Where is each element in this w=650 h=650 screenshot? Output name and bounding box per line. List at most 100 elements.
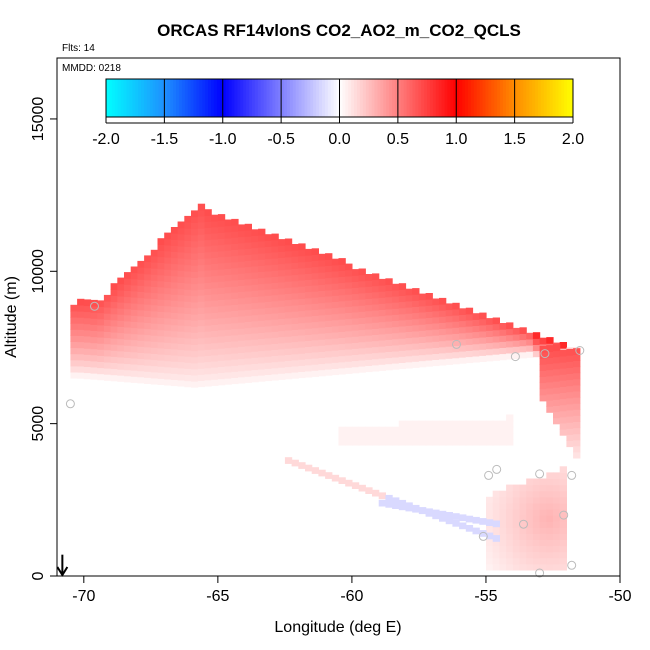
heatmap-cell bbox=[385, 296, 393, 304]
heatmap-cell bbox=[378, 297, 386, 304]
heatmap-cell bbox=[425, 438, 433, 446]
heatmap-cell bbox=[305, 303, 313, 311]
heatmap-cell bbox=[539, 527, 547, 534]
heatmap-cell bbox=[512, 563, 521, 571]
heatmap-cell bbox=[486, 330, 494, 337]
heatmap-cell bbox=[144, 279, 152, 287]
heatmap-cell bbox=[519, 496, 527, 504]
heatmap-cell bbox=[305, 309, 313, 317]
heatmap-cell bbox=[197, 362, 206, 369]
colorbar-swatch bbox=[240, 79, 244, 117]
heatmap-cell bbox=[311, 266, 319, 274]
heatmap-cell bbox=[398, 503, 407, 511]
heatmap-cell bbox=[532, 527, 541, 534]
heatmap-cell bbox=[284, 311, 293, 319]
colorbar-swatch bbox=[380, 79, 384, 117]
heatmap-cell bbox=[238, 297, 246, 305]
heatmap-cell bbox=[251, 308, 259, 316]
heatmap-cell bbox=[372, 340, 380, 348]
heatmap-cell bbox=[150, 335, 159, 342]
heatmap-cell bbox=[506, 438, 514, 446]
heatmap-cell bbox=[532, 533, 541, 540]
heatmap-cell bbox=[271, 319, 279, 326]
heatmap-cell bbox=[492, 557, 500, 565]
heatmap-cell bbox=[546, 496, 554, 504]
heatmap-cell bbox=[479, 324, 487, 332]
heatmap-cell bbox=[559, 466, 567, 473]
heatmap-cell bbox=[124, 339, 132, 346]
heatmap-cell bbox=[311, 345, 319, 353]
heatmap-cell bbox=[338, 264, 346, 271]
heatmap-cell bbox=[291, 341, 299, 349]
heatmap-cell bbox=[318, 351, 326, 358]
heatmap-cell bbox=[70, 347, 78, 355]
heatmap-cell bbox=[291, 250, 299, 257]
heatmap-cell bbox=[499, 527, 507, 534]
heatmap-cell bbox=[526, 351, 534, 358]
heatmap-cell bbox=[459, 308, 467, 315]
heatmap-cell bbox=[211, 232, 219, 240]
colorbar-swatch bbox=[403, 79, 408, 117]
heatmap-cell bbox=[479, 349, 487, 356]
heatmap-cell bbox=[345, 306, 353, 313]
heatmap-cell bbox=[284, 336, 293, 343]
heatmap-cell bbox=[539, 502, 547, 510]
heatmap-cell bbox=[157, 311, 165, 318]
heatmap-cell bbox=[110, 307, 118, 315]
heatmap-cell bbox=[398, 325, 407, 333]
x-tick-label: -55 bbox=[474, 588, 497, 605]
heatmap-cell bbox=[231, 353, 239, 360]
heatmap-cell bbox=[492, 563, 500, 571]
heatmap-cell bbox=[452, 426, 460, 434]
heatmap-cell bbox=[224, 329, 232, 336]
colorbar-swatch bbox=[564, 79, 568, 117]
observation-point bbox=[452, 339, 461, 349]
heatmap-cell bbox=[452, 432, 460, 440]
heatmap-cell bbox=[224, 286, 232, 294]
heatmap-cell bbox=[465, 525, 474, 532]
heatmap-cell bbox=[83, 335, 92, 343]
colorbar-swatch bbox=[141, 79, 145, 117]
heatmap-cell bbox=[526, 484, 534, 492]
heatmap-cell bbox=[197, 240, 206, 247]
heatmap-cell bbox=[573, 366, 581, 374]
heatmap-cell bbox=[211, 324, 219, 331]
heatmap-cell bbox=[278, 312, 286, 319]
heatmap-cell bbox=[499, 353, 507, 361]
heatmap-cell bbox=[479, 343, 487, 350]
colorbar-swatch bbox=[310, 79, 314, 117]
colorbar-swatch bbox=[184, 79, 189, 117]
heatmap-cell bbox=[459, 326, 467, 334]
heatmap-cell bbox=[331, 319, 340, 327]
heatmap-cell bbox=[204, 361, 212, 369]
heatmap-cell bbox=[244, 248, 252, 255]
heatmap-cell bbox=[465, 344, 474, 351]
heatmap-cell bbox=[445, 438, 453, 446]
heatmap-cell bbox=[291, 286, 299, 294]
colorbar-swatch bbox=[149, 79, 154, 117]
heatmap-cell bbox=[258, 283, 266, 291]
heatmap-cell bbox=[425, 329, 433, 337]
heatmap-cell bbox=[191, 234, 199, 242]
heatmap-cell bbox=[512, 496, 521, 504]
heatmap-cell bbox=[532, 539, 541, 547]
heatmap-cell bbox=[573, 409, 581, 416]
heatmap-cell bbox=[271, 325, 279, 332]
heatmap-cell bbox=[144, 255, 152, 263]
heatmap-cell bbox=[305, 346, 313, 354]
heatmap-cell bbox=[184, 276, 192, 284]
heatmap-cell bbox=[251, 375, 259, 383]
heatmap-cell bbox=[546, 393, 554, 401]
heatmap-cell bbox=[331, 350, 340, 357]
heatmap-cell bbox=[271, 294, 279, 302]
heatmap-cell bbox=[90, 354, 98, 362]
heatmap-cell bbox=[372, 322, 380, 329]
heatmap-cell bbox=[553, 350, 561, 358]
heatmap-cell bbox=[506, 426, 514, 434]
heatmap-cell bbox=[110, 338, 118, 345]
heatmap-cell bbox=[506, 502, 514, 510]
heatmap-cell bbox=[432, 509, 440, 517]
heatmap-cell bbox=[197, 319, 206, 327]
heatmap-cell bbox=[325, 320, 333, 327]
heatmap-cell bbox=[291, 365, 299, 373]
